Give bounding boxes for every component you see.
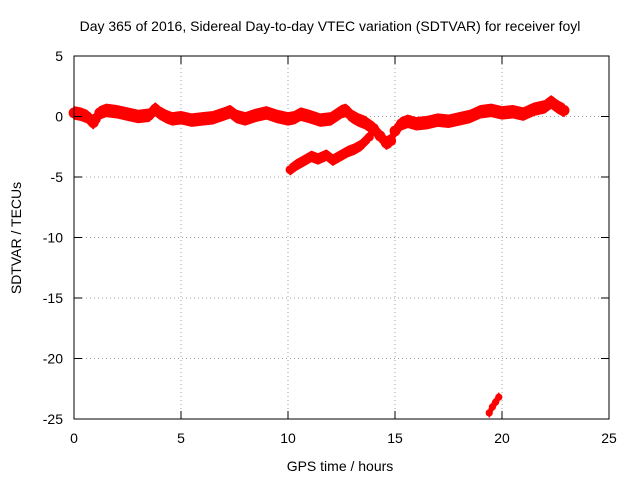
data-point [368, 123, 379, 134]
series-main-band [68, 95, 570, 150]
data-point [385, 135, 397, 147]
x-tick-label: 5 [177, 430, 185, 446]
data-point [485, 409, 493, 417]
data-point [175, 112, 187, 124]
data-point [507, 106, 519, 118]
data-point [453, 113, 465, 125]
x-tick-label: 25 [601, 430, 617, 446]
x-tick-label: 15 [387, 430, 403, 446]
data-point [402, 115, 414, 127]
data-point [313, 154, 323, 164]
y-tick-label: 5 [55, 48, 63, 64]
data-point [495, 393, 503, 401]
data-point [271, 111, 283, 122]
data-point [374, 130, 386, 142]
data-point [334, 151, 344, 161]
data-point [231, 111, 243, 122]
data-point [432, 114, 444, 126]
data-point [186, 114, 198, 126]
data-point [197, 113, 208, 125]
data-point [364, 132, 374, 142]
data-point [322, 150, 331, 160]
data-point [558, 105, 570, 116]
data-point [111, 106, 123, 118]
y-axis-ticks: 5 0 -5 -10 -15 -20 -25 [43, 48, 609, 427]
y-tick-label: -10 [43, 230, 63, 246]
y-tick-label: -20 [43, 351, 63, 367]
data-point [411, 118, 422, 130]
data-point [496, 107, 508, 119]
data-point [167, 113, 178, 125]
data-point [443, 115, 454, 127]
data-point [356, 141, 366, 150]
data-point [295, 108, 307, 120]
data-point [122, 108, 133, 120]
series-outlier-segment [485, 392, 503, 418]
data-point [239, 113, 251, 125]
x-axis-ticks: 0 5 10 15 20 25 [70, 56, 617, 446]
data-point [528, 103, 540, 115]
y-axis-label: SDTVAR / TECUs [8, 182, 24, 294]
y-tick-label: -15 [43, 290, 63, 306]
data-point [359, 117, 371, 128]
data-point [485, 105, 497, 116]
data-point [304, 111, 315, 122]
data-point [250, 109, 262, 121]
y-tick-label: 0 [55, 109, 63, 125]
y-tick-label: -5 [51, 169, 64, 185]
y-tick-label: -25 [43, 411, 63, 427]
data-point [475, 106, 486, 118]
x-tick-label: 20 [494, 430, 510, 446]
chart-title: Day 365 of 2016, Sidereal Day-to-day VTE… [80, 18, 581, 34]
data-point [464, 111, 476, 122]
data-point [292, 160, 302, 170]
data-point [325, 113, 337, 125]
data-point [314, 114, 326, 126]
x-axis-label: GPS time / hours [287, 458, 394, 474]
x-tick-label: 0 [70, 430, 78, 446]
data-point [261, 107, 272, 119]
data-point [285, 165, 295, 175]
data-point [421, 117, 433, 128]
data-point [518, 108, 529, 120]
data-point [100, 105, 112, 116]
series-lower-segment [285, 131, 374, 176]
data-point [207, 112, 219, 124]
data-series [68, 95, 570, 418]
data-point [389, 125, 401, 137]
data-point [132, 111, 144, 122]
x-tick-label: 10 [280, 430, 296, 446]
